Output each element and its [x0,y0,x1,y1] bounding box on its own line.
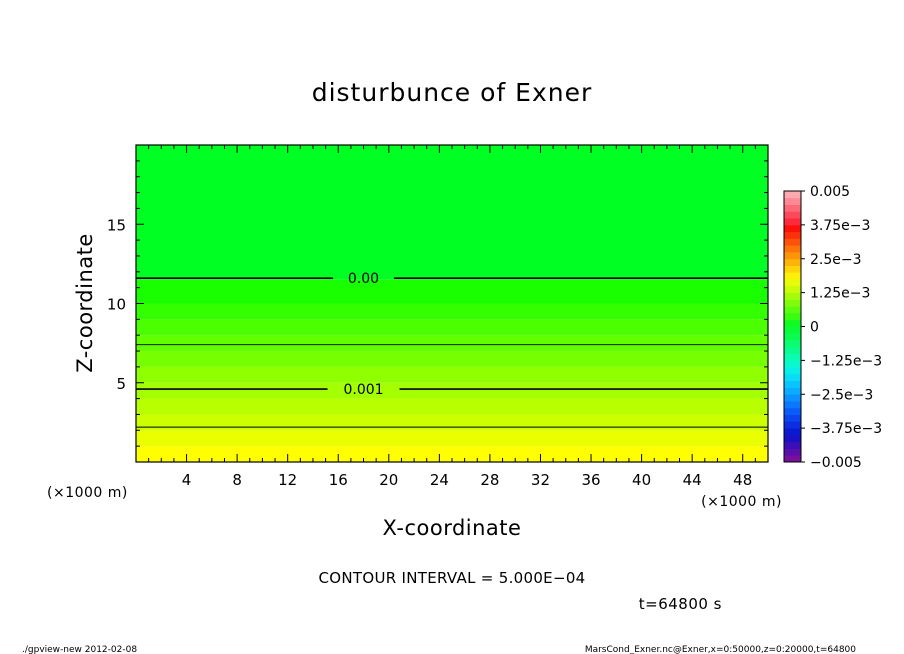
contour-fill-bands [136,145,768,462]
contour-lines: 0.00 0.001 [136,271,768,428]
x-tick-label-40: 40 [632,471,651,489]
colorbar-tick-label-8: −0.005 [810,455,862,471]
colorbar-swatch-39 [784,191,801,199]
colorbar-swatch-28 [784,265,801,273]
colorbar-swatch-20 [784,319,801,327]
x-tick-label-12: 12 [278,471,297,489]
y-axis-title: Z-coordinate [73,233,97,373]
x-axis-title: X-coordinate [383,516,522,540]
colorbar-tick-label-2: 2.5e−3 [810,252,862,268]
colorbar-swatch-2 [784,441,801,449]
contour-label-2: 0.001 [343,382,383,398]
colorbar-tick-label-5: −1.25e−3 [810,353,882,369]
chart-title: disturbunce of Exner [312,78,593,107]
colorbar-swatch-1 [784,448,801,456]
colorbar-swatch-7 [784,407,801,415]
colorbar-swatch-4 [784,428,801,436]
colorbar-swatch-32 [784,238,801,246]
colorbar-swatch-5 [784,421,801,429]
colorbar-swatch-30 [784,251,801,260]
fill-band-10 [136,279,768,304]
contour-label-0: 0.00 [348,271,379,287]
x-tick-label-4: 4 [182,471,192,489]
colorbar-swatch-38 [784,197,801,205]
fill-band-1 [136,430,768,447]
colorbar-swatch-22 [784,306,801,314]
time-stamp: t=64800 s [639,595,722,613]
x-tick-label-44: 44 [683,471,702,489]
fill-band-5 [136,366,768,383]
x-tick-label-32: 32 [531,471,550,489]
colorbar-tick-label-4: 0 [810,320,819,336]
colorbar-tick-label-3: 1.25e−3 [810,286,870,302]
fill-band-9 [136,303,768,320]
colorbar-swatch-21 [784,312,801,321]
colorbar-swatch-16 [784,346,801,354]
colorbar-swatch-9 [784,394,801,402]
colorbar-swatch-0 [784,455,801,463]
colorbar-swatch-11 [784,380,801,388]
fill-band-0 [136,446,768,462]
colorbar-swatch-25 [784,285,801,294]
fill-band-4 [136,382,768,399]
fill-band-8 [136,319,768,336]
contour-interval: CONTOUR INTERVAL = 5.000E−04 [318,569,585,587]
colorbar-swatch-33 [784,231,801,239]
fill-band-2 [136,414,768,431]
colorbar-swatch-26 [784,279,801,287]
colorbar-swatch-15 [784,353,801,361]
colorbar-swatch-10 [784,387,801,395]
x-axis-ticks: 4 8 12 16 20 24 28 32 36 40 44 48 [148,145,756,489]
colorbar-swatch-13 [784,367,801,375]
colorbar-swatch-18 [784,333,801,341]
colorbar-swatch-23 [784,299,801,307]
colorbar-swatch-14 [784,360,801,368]
colorbar-swatch-37 [784,204,801,212]
x-axis-units: (×1000 m) [701,494,782,510]
y-tick-label-10: 10 [107,296,126,314]
colorbar-swatch-36 [784,211,801,219]
colorbar-swatch-31 [784,245,801,253]
footer-right: MarsCond_Exner.nc@Exner,x=0:50000,z=0:20… [585,645,856,654]
fill-band-6 [136,351,768,367]
colorbar-swatch-12 [784,373,801,382]
x-tick-label-36: 36 [581,471,600,489]
colorbar-swatch-3 [784,434,801,443]
footer-left: ./gpview-new 2012-02-08 [22,645,137,654]
colorbar-swatch-35 [784,218,801,226]
colorbar-tick-label-1: 3.75e−3 [810,218,870,234]
colorbar-swatch-17 [784,340,801,348]
fill-band-7 [136,335,768,352]
colorbar-tick-label-0: 0.005 [810,184,850,200]
colorbar-ticks: 0.005 3.75e−3 2.5e−3 1.25e−3 0 −1.25e−3 −2.5e−… [801,184,882,471]
colorbar-swatch-27 [784,272,801,280]
colorbar-swatch-8 [784,401,801,409]
x-tick-label-16: 16 [329,471,348,489]
colorbar-swatch-29 [784,258,801,266]
colorbar-swatch-19 [784,326,801,334]
y-axis-units: (×1000 m) [47,485,128,501]
y-axis-ticks: 5 10 15 [107,160,768,447]
colorbar [783,190,802,463]
colorbar-tick-label-6: −2.5e−3 [810,387,873,403]
x-tick-label-8: 8 [232,471,242,489]
fill-band-11 [136,145,768,280]
colorbar-swatch-24 [784,292,801,300]
y-tick-label-15: 15 [107,216,126,234]
colorbar-tick-label-7: −3.75e−3 [810,421,882,437]
colorbar-swatch-34 [784,224,801,233]
y-tick-label-5: 5 [116,375,126,393]
x-tick-label-24: 24 [430,471,449,489]
x-tick-label-28: 28 [480,471,499,489]
colorbar-swatch-6 [784,414,801,422]
x-tick-label-48: 48 [733,471,752,489]
x-tick-label-20: 20 [379,471,398,489]
fill-band-3 [136,398,768,415]
